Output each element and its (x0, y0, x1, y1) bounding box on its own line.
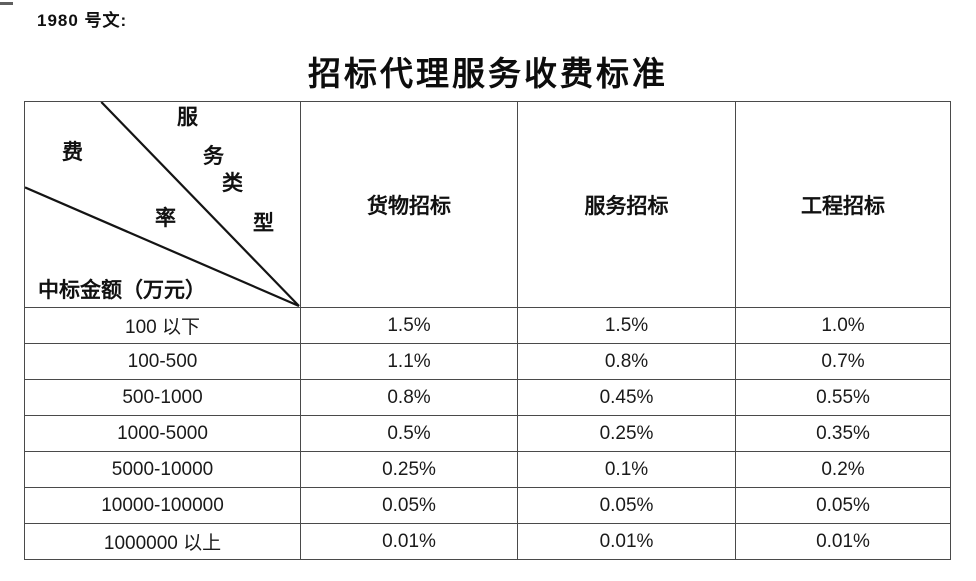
rate-cell: 1.5% (517, 307, 736, 344)
rate-cell: 1.1% (300, 343, 518, 380)
rate-cell: 1.0% (735, 307, 951, 344)
corner-fee-rate-char-1: 费 (62, 140, 83, 164)
amount-range-cell: 1000-5000 (24, 415, 301, 452)
rate-cell: 0.05% (735, 487, 951, 524)
corner-service-type-char-4: 型 (253, 211, 274, 235)
rate-cell: 0.8% (300, 379, 518, 416)
rate-cell: 0.45% (517, 379, 736, 416)
amount-range-cell: 1000000 以上 (24, 523, 301, 560)
rate-cell: 1.5% (300, 307, 518, 344)
amount-range-cell: 100-500 (24, 343, 301, 380)
table-row: 10000-100000 0.05% 0.05% 0.05% (24, 487, 951, 524)
rate-cell: 0.1% (517, 451, 736, 488)
column-header-service-tender: 服务招标 (517, 101, 736, 308)
rate-cell: 0.01% (735, 523, 951, 560)
amount-range-cell: 10000-100000 (24, 487, 301, 524)
table-row: 1000000 以上 0.01% 0.01% 0.01% (24, 523, 951, 560)
rate-cell: 0.7% (735, 343, 951, 380)
rate-cell: 0.5% (300, 415, 518, 452)
rate-cell: 0.01% (517, 523, 736, 560)
table-row: 100-500 1.1% 0.8% 0.7% (24, 343, 951, 380)
header-row: 服 务 类 型 费 率 中标金额（万元） 货物招标 服务招标 工程招标 (24, 101, 951, 308)
fee-standard-table: 服 务 类 型 费 率 中标金额（万元） 货物招标 服务招标 工程招标 100 … (24, 101, 951, 560)
column-header-works-tender: 工程招标 (735, 101, 951, 308)
corner-service-type-char-2: 务 (203, 144, 224, 168)
corner-service-type-char-1: 服 (177, 105, 198, 129)
rate-cell: 0.25% (300, 451, 518, 488)
table-row: 500-1000 0.8% 0.45% 0.55% (24, 379, 951, 416)
rate-cell: 0.25% (517, 415, 736, 452)
page-corner-artifact (0, 2, 13, 5)
rate-cell: 0.05% (517, 487, 736, 524)
corner-service-type-char-3: 类 (222, 171, 243, 195)
column-header-goods-tender: 货物招标 (300, 101, 518, 308)
table-corner-cell: 服 务 类 型 费 率 中标金额（万元） (24, 101, 301, 308)
corner-fee-rate-char-2: 率 (155, 206, 176, 230)
diagonal-divider-lines (25, 102, 300, 307)
rate-cell: 0.8% (517, 343, 736, 380)
table-row: 100 以下 1.5% 1.5% 1.0% (24, 307, 951, 344)
rate-cell: 0.35% (735, 415, 951, 452)
table-row: 1000-5000 0.5% 0.25% 0.35% (24, 415, 951, 452)
rate-cell: 0.55% (735, 379, 951, 416)
amount-range-cell: 100 以下 (24, 307, 301, 344)
doc-number-label: 1980 号文: (37, 11, 128, 30)
corner-amount-label: 中标金额（万元） (38, 278, 206, 302)
rate-cell: 0.05% (300, 487, 518, 524)
table-row: 5000-10000 0.25% 0.1% 0.2% (24, 451, 951, 488)
page-title: 招标代理服务收费标准 (308, 57, 668, 93)
rate-cell: 0.2% (735, 451, 951, 488)
amount-range-cell: 5000-10000 (24, 451, 301, 488)
rate-cell: 0.01% (300, 523, 518, 560)
amount-range-cell: 500-1000 (24, 379, 301, 416)
